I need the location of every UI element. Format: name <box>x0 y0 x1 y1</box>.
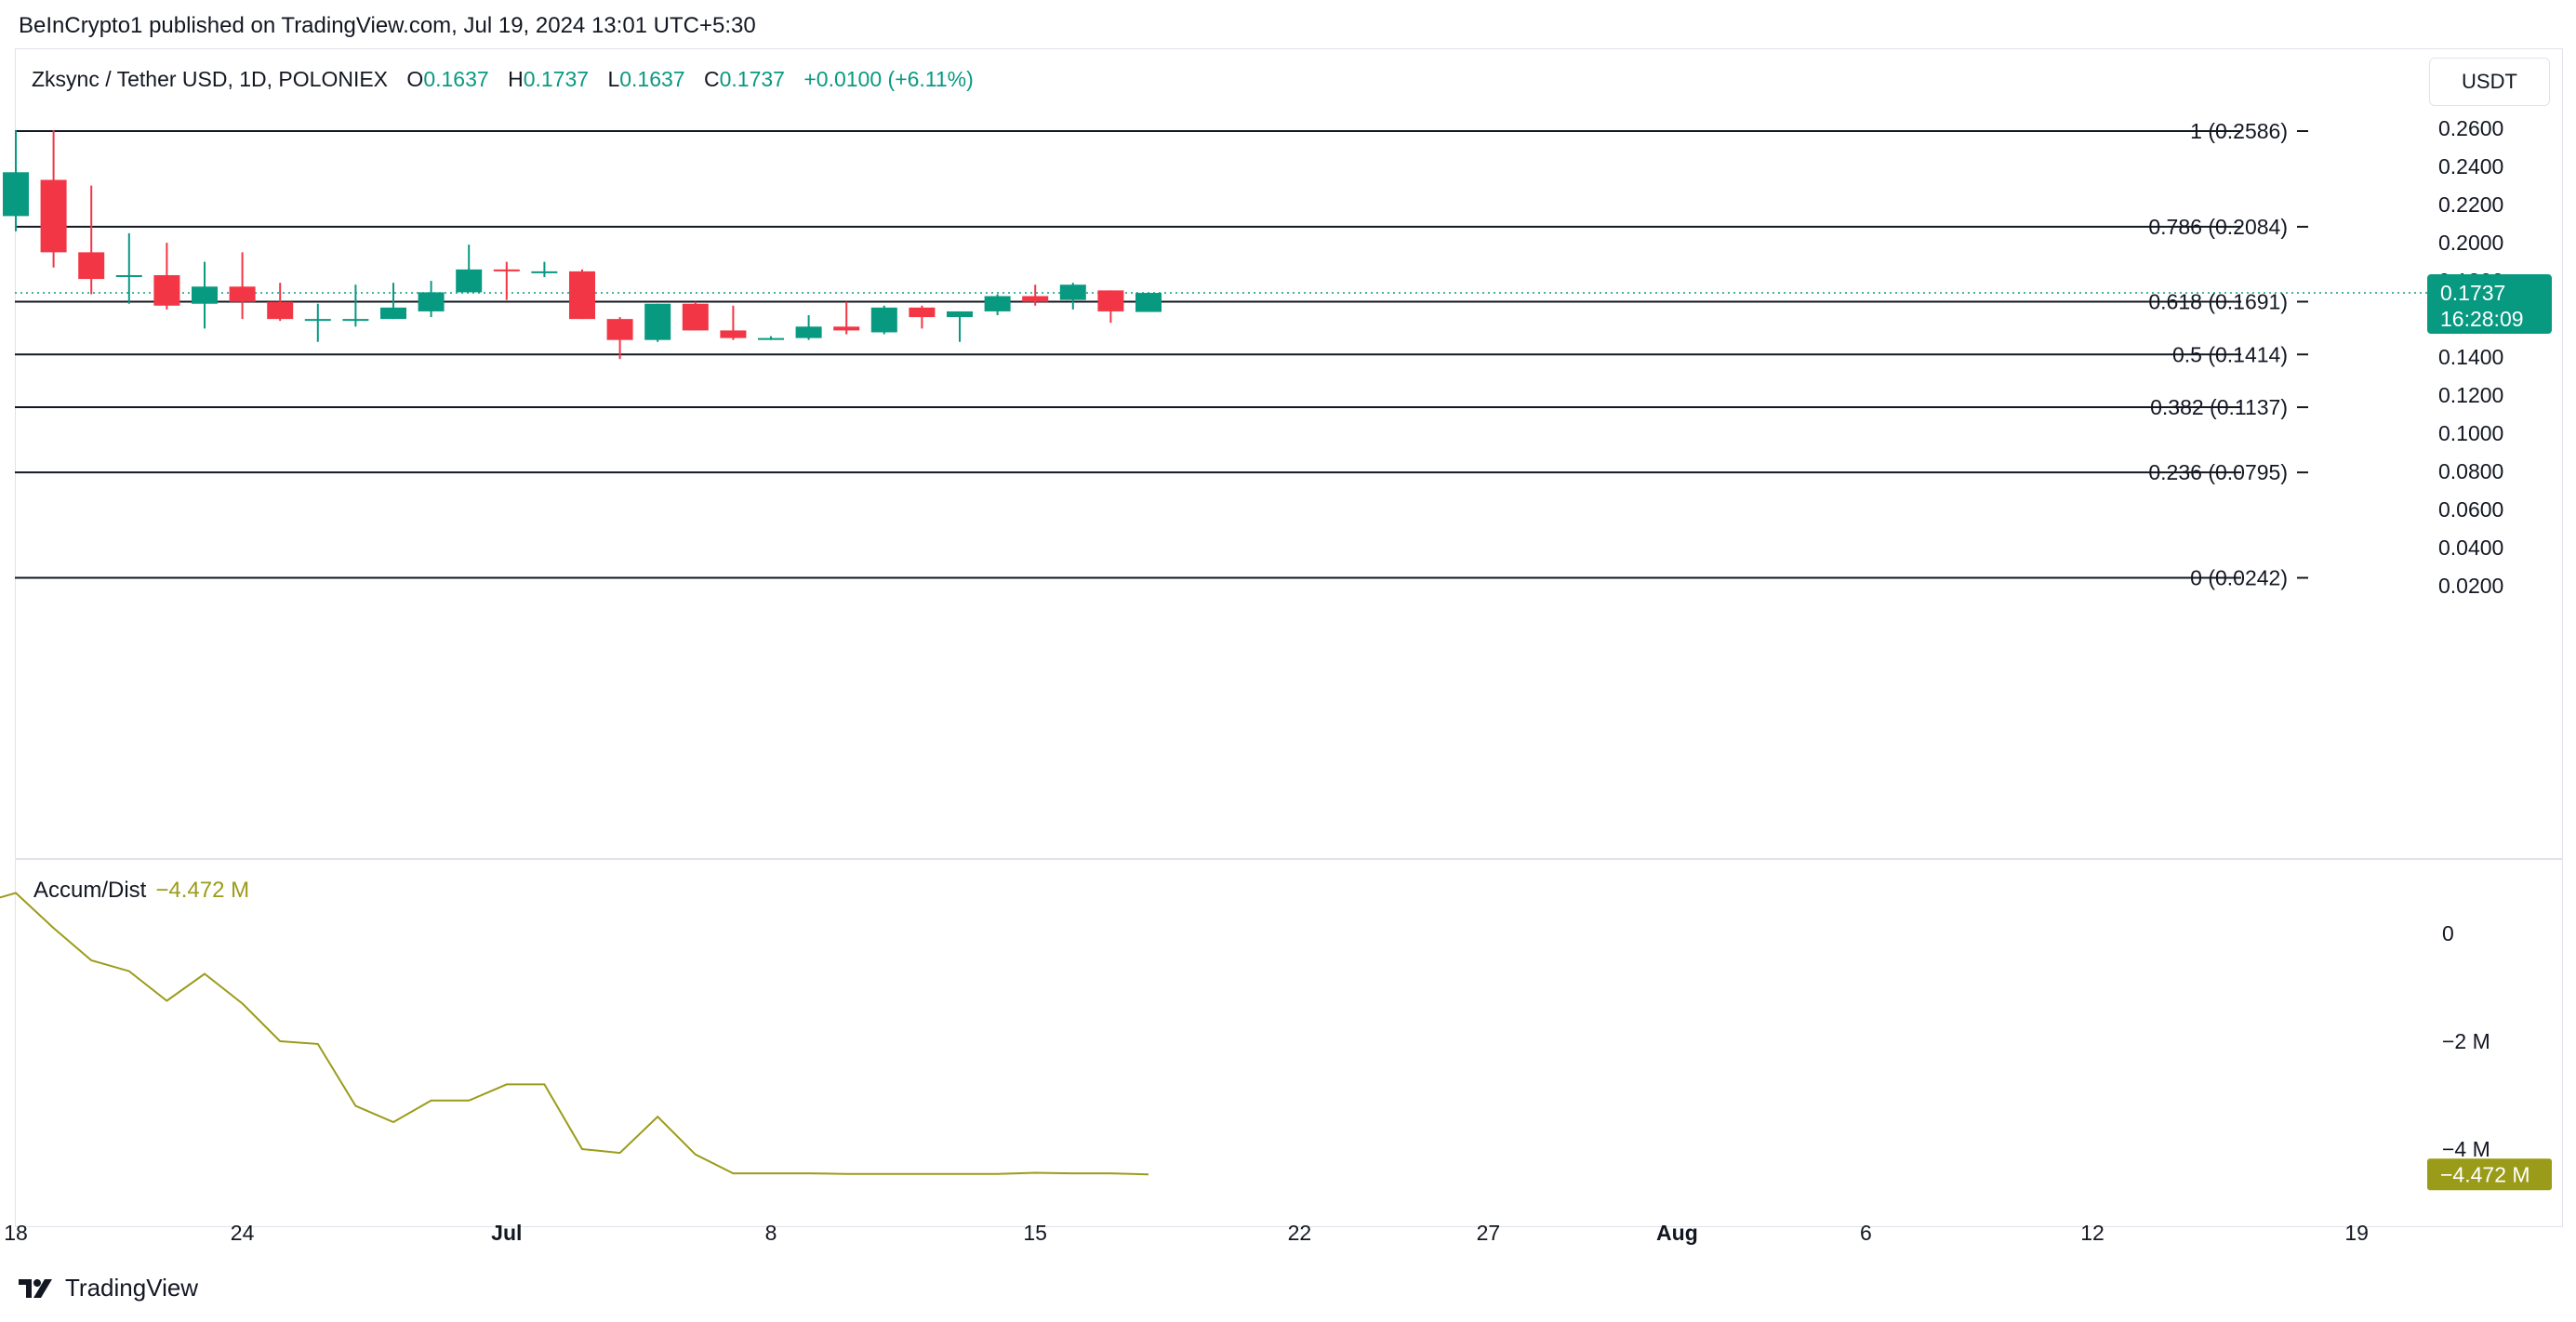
candle-body-15 <box>531 271 558 273</box>
candle-body-27 <box>984 296 1011 311</box>
accum-dist-pane <box>0 892 1149 1176</box>
close-value: 0.1737 <box>719 67 785 91</box>
chart-frame <box>15 48 2563 1227</box>
indicator-name: Accum/Dist <box>33 878 147 903</box>
price-tick-8: 0.1000 <box>2438 421 2503 445</box>
candle-body-25 <box>909 307 936 318</box>
candle-body-29 <box>1059 284 1086 300</box>
low-label: L <box>607 67 620 91</box>
candle-body-31 <box>1135 293 1162 312</box>
time-tick-1: 24 <box>231 1221 255 1245</box>
candle-body-24 <box>870 307 897 333</box>
candle-body-23 <box>833 326 860 331</box>
candle-body-13 <box>456 269 483 293</box>
ad-value-badge <box>2427 1158 2552 1191</box>
time-tick-7: Aug <box>1656 1221 1698 1245</box>
time-tick-4: 15 <box>1023 1221 1047 1245</box>
fib-label-4: 0.382 (0.1137) <box>2150 395 2288 419</box>
price-tick-11: 0.0400 <box>2438 535 2503 560</box>
tradingview-logo-icon <box>19 1278 52 1298</box>
open-label: O <box>406 67 424 91</box>
fib-label-1: 0.786 (0.2084) <box>2148 215 2288 239</box>
low-value: 0.1637 <box>619 67 685 91</box>
symbol-legend: Zksync / Tether USD, 1D, POLONIEX O0.163… <box>32 67 974 92</box>
candle-body-5 <box>153 274 180 306</box>
time-tick-9: 12 <box>2080 1221 2105 1245</box>
time-tick-3: 8 <box>765 1221 777 1245</box>
time-tick-0: 18 <box>4 1221 28 1245</box>
logo-text: TradingView <box>65 1274 199 1302</box>
time-tick-10: 19 <box>2344 1221 2369 1245</box>
time-tick-5: 22 <box>1288 1221 1312 1245</box>
time-tick-8: 6 <box>1860 1221 1872 1245</box>
high-label: H <box>508 67 524 91</box>
fib-label-5: 0.236 (0.0795) <box>2148 460 2288 484</box>
price-tick-7: 0.1200 <box>2438 383 2503 407</box>
time-tick-6: 27 <box>1477 1221 1501 1245</box>
candle-body-21 <box>758 337 784 340</box>
time-axis[interactable]: 18 24 Jul 8 15 22 27 Aug 6 12 19 <box>4 1221 2369 1245</box>
candle-body-30 <box>1097 290 1124 311</box>
candle-body-20 <box>720 330 747 338</box>
fib-label-3: 0.5 (0.1414) <box>2172 342 2288 366</box>
candle-body-17 <box>606 319 633 340</box>
candle-body-18 <box>644 303 671 340</box>
candle-body-4 <box>115 274 142 277</box>
accum-dist-line <box>0 892 1149 1176</box>
indicator-value: −4.472 M <box>155 878 250 903</box>
tradingview-logo[interactable]: TradingView <box>19 1274 198 1302</box>
last-price-badge <box>2427 274 2552 335</box>
price-tick-12: 0.0200 <box>2438 574 2503 598</box>
candle-body-22 <box>795 326 822 338</box>
fibonacci-retracement: 1 (0.2586) 0.786 (0.2084) 0.618 (0.1691) 0.… <box>15 119 2427 590</box>
price-tick-1: 0.2400 <box>2438 154 2503 178</box>
indicator-legend[interactable]: Accum/Dist −4.472 M <box>33 878 249 904</box>
candle-body-19 <box>682 303 709 331</box>
symbol-name[interactable]: Zksync / Tether USD, 1D, POLONIEX <box>32 67 389 91</box>
candle-body-3 <box>78 252 105 280</box>
candle-body-26 <box>947 311 973 318</box>
candle-body-7 <box>229 286 256 302</box>
countdown-text: 16:28:09 <box>2440 307 2524 331</box>
indicator-axis: 0 −2 M −4 M <box>2442 921 2490 1161</box>
close-label: C <box>703 67 720 91</box>
candle-body-14 <box>493 269 520 271</box>
candle-body-28 <box>1022 296 1049 302</box>
currency-selector[interactable]: USDT <box>2429 58 2550 106</box>
time-tick-2: Jul <box>491 1221 522 1245</box>
publisher-note: BeInCrypto1 published on TradingView.com… <box>19 13 756 38</box>
candles <box>3 130 1162 360</box>
candle-body-10 <box>342 319 369 322</box>
price-tick-2: 0.2200 <box>2438 192 2503 217</box>
high-value: 0.1737 <box>523 67 590 91</box>
candle-body-9 <box>304 319 331 322</box>
candle-body-11 <box>380 307 406 320</box>
open-value: 0.1637 <box>423 67 489 91</box>
candle-body-8 <box>267 301 294 320</box>
price-tick-6: 0.1400 <box>2438 345 2503 369</box>
price-tick-10: 0.0600 <box>2438 497 2503 522</box>
candle-body-16 <box>569 271 595 320</box>
last-price-text: 0.1737 <box>2440 281 2505 305</box>
ad-value-text: −4.472 M <box>2440 1162 2530 1186</box>
ad-tick-0: 0 <box>2442 921 2454 945</box>
candle-body-6 <box>192 286 218 304</box>
price-tick-3: 0.2000 <box>2438 231 2503 255</box>
candle-body-1 <box>3 172 29 217</box>
candle-body-12 <box>418 292 445 311</box>
ad-tick-2: −4 M <box>2442 1137 2490 1161</box>
fib-label-6: 0 (0.0242) <box>2190 566 2288 590</box>
fib-label-0: 1 (0.2586) <box>2190 119 2288 143</box>
candle-body-2 <box>40 179 67 253</box>
price-tick-9: 0.0800 <box>2438 459 2503 483</box>
change-value: +0.0100 (+6.11%) <box>803 67 974 91</box>
fib-label-2: 0.618 (0.1691) <box>2148 289 2288 313</box>
ad-tick-1: −2 M <box>2442 1029 2490 1053</box>
price-axis[interactable]: 0.26000.24000.22000.20000.18000.16000.14… <box>2438 116 2503 598</box>
price-tick-0: 0.2600 <box>2438 116 2503 140</box>
